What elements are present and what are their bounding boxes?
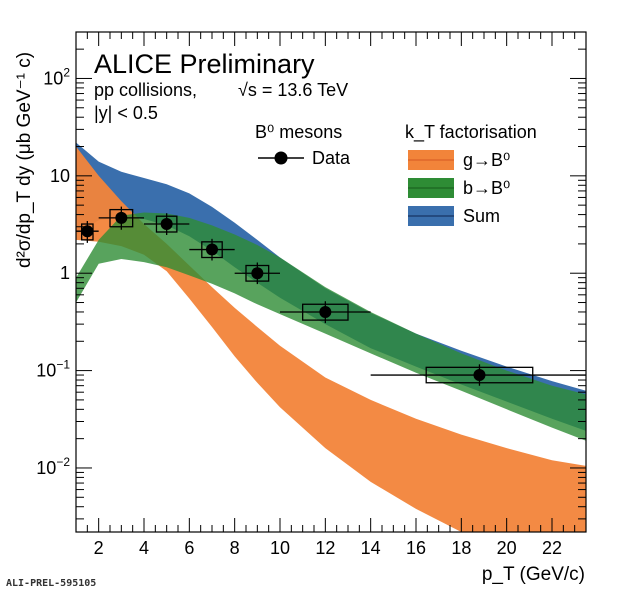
data-point [280,301,371,324]
data-point [98,206,144,230]
y-tick-label: 10−1 [36,358,70,381]
legend-label-b: b→B⁰ [463,178,510,198]
x-tick-label: 8 [230,538,240,558]
legend-label-data: Data [312,148,351,168]
x-tick-label: 16 [406,538,426,558]
model-bands [76,142,586,532]
x-tick-label: 22 [542,538,562,558]
x-tick-label: 4 [139,538,149,558]
subtitle-energy: √s = 13.6 TeV [238,80,348,100]
data-point [234,262,280,285]
x-tick-label: 12 [315,538,335,558]
legend-label-g: g→B⁰ [463,150,510,170]
y-tick-label: 1 [60,263,70,283]
data-point [76,221,99,243]
x-tick-label: 10 [270,538,290,558]
y-axis-title: d²σ/dp_T dy (μb GeV⁻¹ c) [14,52,35,268]
footer-id: ALI-PREL-595105 [6,578,97,589]
y-tick-label: 10 [50,166,70,186]
chart-title: ALICE Preliminary [94,49,315,79]
x-tick-label: 14 [361,538,381,558]
legend-data-marker [258,151,304,165]
x-tick-label: 2 [94,538,104,558]
band-b-to-b0 [76,212,586,441]
plot-frame [75,31,587,533]
x-axis: 2 4 6 8 10 12 14 16 18 20 22 [75,32,587,558]
data-point [370,364,586,386]
y-tick-label: 102 [43,65,70,88]
subtitle-collisions: pp collisions, [94,80,197,100]
band-g-to-b0 [76,146,586,532]
x-tick-label: 18 [451,538,471,558]
legend-title-kt: k_T factorisation [405,122,537,143]
data-points [76,206,586,386]
legend-title-mesons: B⁰ mesons [255,122,342,142]
x-tick-label: 6 [184,538,194,558]
y-tick-label: 10−2 [36,455,70,478]
subtitle-rapidity: |y| < 0.5 [94,103,158,123]
data-point [144,213,190,235]
legend-label-sum: Sum [463,206,500,226]
y-axis: 10−2 10−1 1 10 102 [36,31,586,520]
x-tick-label: 20 [497,538,517,558]
data-point [189,238,235,261]
x-axis-title: p_T (GeV/c) [482,564,585,585]
